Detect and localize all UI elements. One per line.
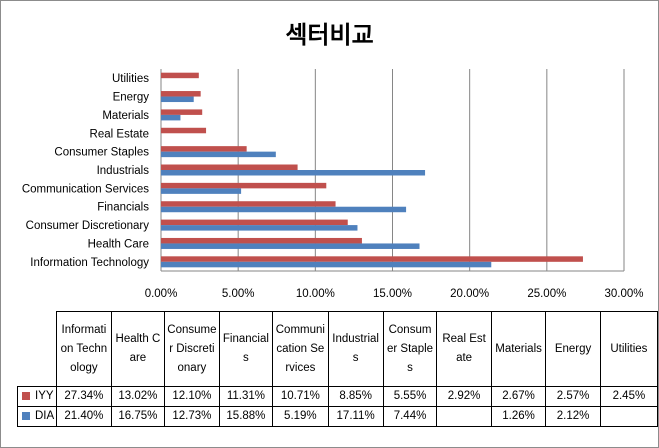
bar-dia — [161, 188, 242, 194]
table-value-cell: 11.31% — [218, 386, 274, 407]
chart-title: 섹터비교 — [285, 21, 374, 49]
bar-iyy — [161, 109, 203, 115]
bar-iyy — [161, 182, 327, 189]
x-tick-label: 30.00% — [604, 288, 643, 300]
table-value-cell: 15.88% — [218, 406, 274, 427]
x-tick-label: 0.00% — [145, 288, 178, 300]
table-value-cell: 12.73% — [164, 406, 220, 427]
bar-dia — [161, 170, 426, 176]
table-header-cell: Energy — [545, 311, 601, 387]
table-header-cell: Utilities — [599, 311, 659, 387]
table-value-cell: 16.75% — [110, 406, 166, 427]
table-value-cell: 10.71% — [272, 386, 329, 407]
x-tick-label: 15.00% — [373, 288, 412, 300]
bar-iyy — [161, 164, 298, 170]
y-category-label: Communication Services — [22, 183, 149, 195]
legend-label: IYY — [35, 390, 54, 402]
table-value-cell: 2.92% — [436, 386, 492, 407]
table-value-cell: 2.12% — [545, 406, 601, 427]
table-header-cell: Health Care — [110, 311, 166, 387]
bar-dia — [161, 114, 181, 121]
table-value-cell: 8.85% — [327, 386, 384, 407]
table-value-cell: 27.34% — [56, 386, 112, 407]
legend-key-dia: DIA — [16, 406, 58, 427]
table-header-cell: Financials — [218, 311, 274, 387]
y-category-label: Real Estate — [90, 128, 149, 140]
y-category-label: Consumer Discretionary — [26, 220, 150, 232]
table-corner — [17, 311, 58, 387]
y-category-label: Financials — [97, 202, 149, 214]
table-value-cell: 7.44% — [382, 406, 438, 427]
y-category-label: Health Care — [88, 238, 149, 250]
table-value-cell: 2.57% — [545, 386, 601, 407]
legend-swatch — [22, 391, 30, 400]
x-tick-label: 5.00% — [222, 288, 255, 300]
bar-iyy — [161, 127, 207, 134]
bar-chart: 0.00% 5.00% 10.00% 15.00% 20.00% 25.00% 30.00%… — [22, 69, 644, 300]
bar-iyy — [161, 72, 199, 79]
y-category-label: Information Technology — [30, 257, 149, 269]
table-value-cell: 5.55% — [382, 386, 438, 407]
y-category-label: Industrials — [97, 165, 150, 177]
table-value-cell: 1.26% — [490, 406, 547, 427]
legend-key-iyy: IYY — [16, 386, 58, 407]
bar-iyy — [161, 201, 336, 207]
table-value-cell: 12.10% — [164, 386, 220, 407]
table-header-cell: Communication Services — [272, 311, 329, 387]
y-category-label: Energy — [113, 92, 150, 104]
y-category-label: Utilities — [112, 73, 149, 85]
y-category-label: Materials — [102, 110, 149, 122]
bar-dia — [161, 243, 420, 249]
table-header-cell: Consumer Staples — [382, 311, 438, 387]
table-value-cell: 21.40% — [56, 406, 112, 427]
table-value-cell — [436, 406, 492, 427]
table-header-cell: Information Technology — [56, 311, 112, 387]
bar-dia — [161, 261, 492, 268]
table-value-cell: 5.19% — [272, 406, 329, 427]
bar-iyy — [161, 146, 247, 152]
x-tick-label: 10.00% — [296, 288, 335, 300]
bar-dia — [161, 96, 194, 103]
table-value-cell — [599, 406, 659, 427]
table-header-cell: Real Estate — [436, 311, 492, 387]
bar-iyy — [161, 237, 362, 244]
legend-swatch — [22, 411, 30, 420]
bar-iyy — [161, 256, 583, 262]
bar-iyy — [161, 91, 201, 97]
bar-iyy — [161, 219, 348, 226]
table-header-cell: Materials — [490, 311, 547, 387]
table-value-cell: 17.11% — [327, 406, 384, 427]
bar-dia — [161, 151, 276, 158]
table-value-cell: 2.45% — [599, 386, 659, 407]
table-value-cell: 13.02% — [110, 386, 166, 407]
bar-dia — [161, 206, 407, 213]
table-header-cell: Consumer Discretionary — [164, 311, 220, 387]
table-value-cell: 2.67% — [490, 386, 547, 407]
data-table: Information Technology Health Care Consume… — [16, 311, 659, 427]
x-tick-label: 20.00% — [450, 288, 489, 300]
table-header-cell: Industrials — [327, 311, 384, 387]
bar-dia — [161, 225, 358, 231]
legend-label: DIA — [35, 410, 55, 422]
y-category-label: Consumer Staples — [54, 147, 149, 159]
x-tick-label: 25.00% — [527, 288, 566, 300]
